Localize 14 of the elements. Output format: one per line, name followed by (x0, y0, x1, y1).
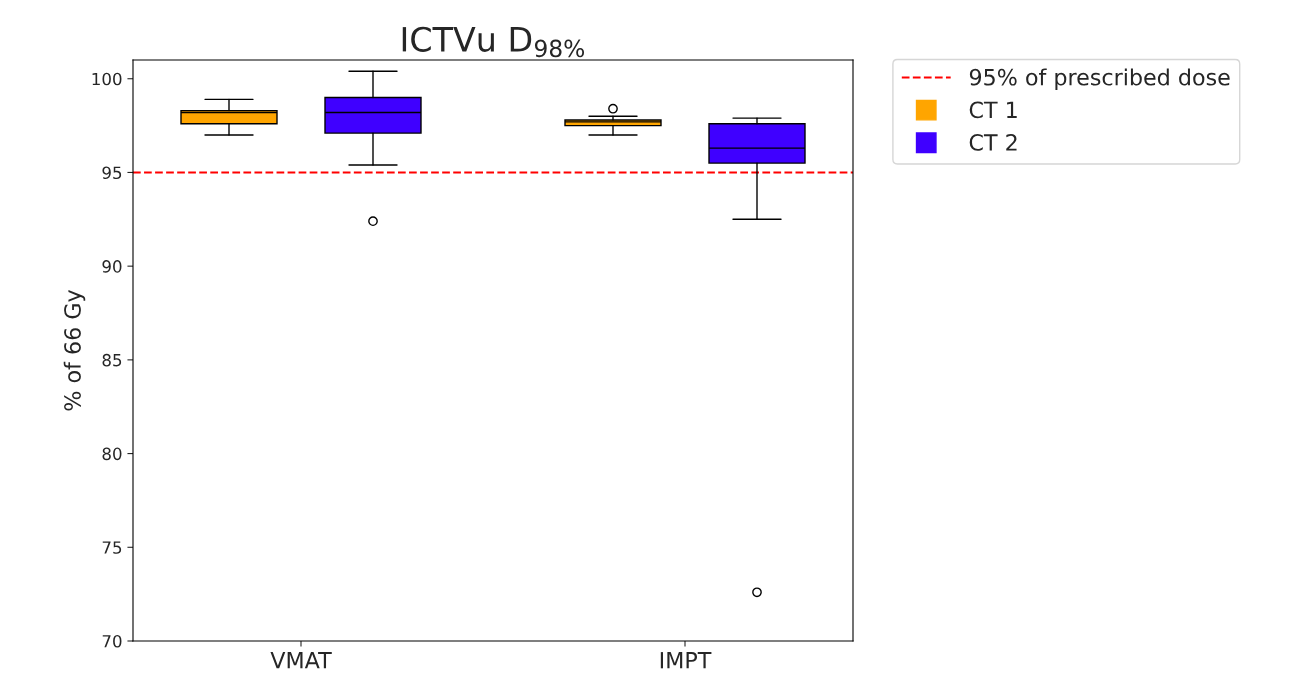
legend-label: 95% of prescribed dose (969, 68, 1230, 90)
y-tick-label: 75 (102, 541, 122, 554)
x-tick-label: IMPT (660, 652, 712, 669)
legend-label: CT 2 (969, 134, 1017, 151)
y-tick-label: 80 (102, 447, 122, 461)
chart-title: ICTVu D$_{98%}$ (402, 26, 585, 58)
y-tick-label: 70 (102, 634, 122, 648)
legend-label: CT 1 (969, 101, 1017, 119)
y-tick-label: 90 (102, 260, 122, 273)
y-tick-label: 85 (102, 353, 122, 367)
y-tick-label: 100 (92, 72, 122, 86)
x-tick-label: VMAT (270, 652, 332, 669)
y-axis-title: % of 66 Gy (63, 289, 86, 411)
y-tick-label: 95 (102, 166, 122, 180)
